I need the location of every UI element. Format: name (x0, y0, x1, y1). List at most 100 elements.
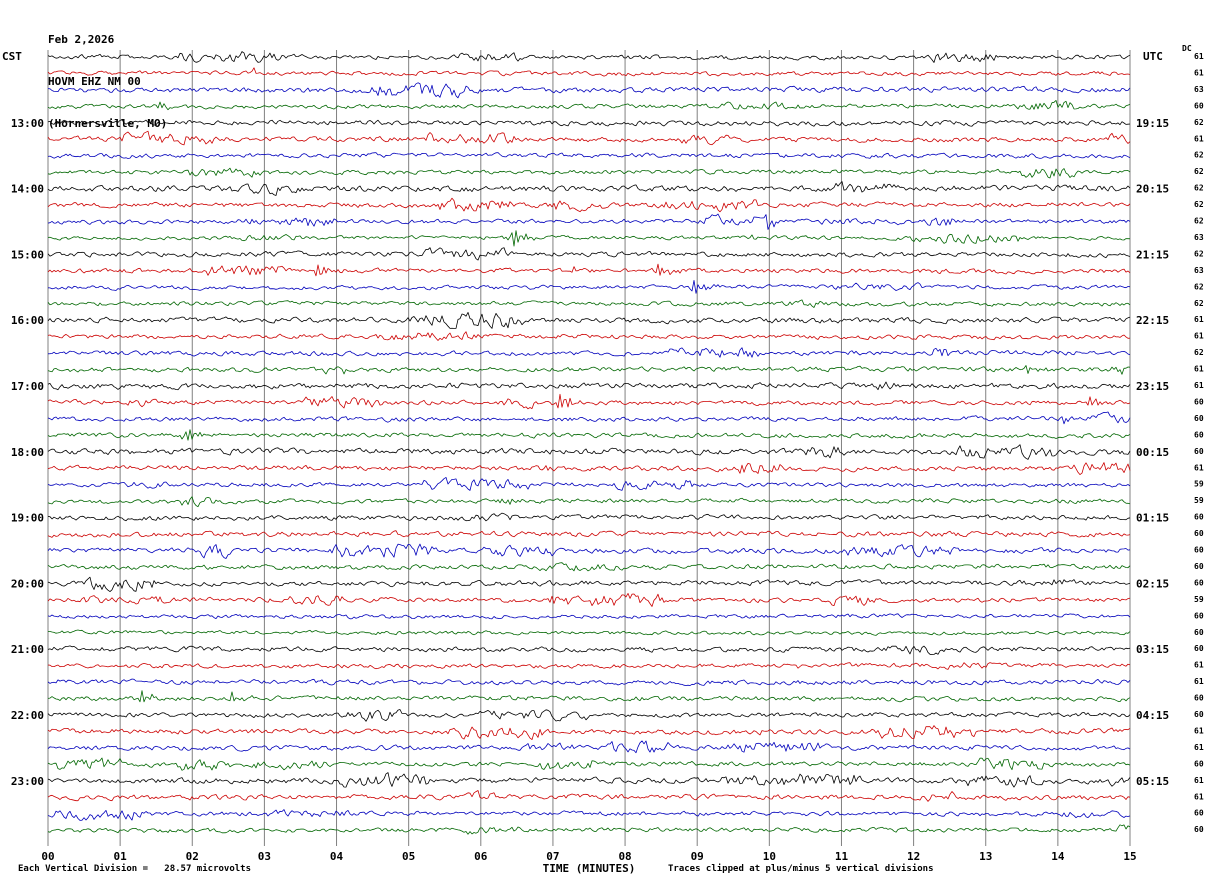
seismogram-trace-row-8 (47, 181, 1131, 196)
seismogram-trace-row-43 (47, 757, 1131, 771)
seismogram-trace-row-21 (47, 393, 1131, 410)
dc-value: 60 (1194, 447, 1204, 456)
seismogram-trace-row-44 (47, 772, 1131, 788)
seismogram-trace-row-37 (47, 662, 1131, 670)
x-tick-label: 05 (402, 850, 415, 863)
seismogram-trace-row-22 (47, 411, 1131, 425)
dc-value: 63 (1194, 85, 1204, 94)
dc-value: 62 (1194, 151, 1204, 160)
dc-value: 63 (1194, 233, 1204, 242)
dc-value: 60 (1194, 710, 1204, 719)
cst-hour-label: 16:00 (11, 314, 44, 327)
dc-value: 62 (1194, 167, 1204, 176)
seismogram-trace-row-23 (47, 429, 1131, 441)
seismogram-trace-row-11 (47, 230, 1131, 247)
cst-hour-label: 20:00 (11, 577, 44, 590)
x-tick-label: 00 (41, 850, 54, 863)
utc-hour-label: 03:15 (1136, 643, 1169, 656)
left-axis-label: CST (2, 50, 22, 63)
dc-value: 63 (1194, 266, 1204, 275)
dc-value: 60 (1194, 578, 1204, 587)
seismogram-trace-row-30 (47, 543, 1131, 559)
dc-value: 60 (1194, 611, 1204, 620)
dc-value: 60 (1194, 644, 1204, 653)
x-tick-label: 01 (114, 850, 128, 863)
dc-value: 60 (1194, 825, 1204, 834)
seismogram-trace-row-47 (47, 824, 1131, 835)
x-tick-label: 12 (907, 850, 920, 863)
dc-value: 60 (1194, 759, 1204, 768)
dc-value: 61 (1194, 792, 1204, 801)
dc-value: 60 (1194, 628, 1204, 637)
utc-hour-label: 04:15 (1136, 709, 1169, 722)
seismogram-trace-row-4 (47, 119, 1131, 127)
x-tick-label: 08 (618, 850, 631, 863)
seismogram-trace-row-45 (47, 790, 1131, 802)
seismogram-trace-row-1 (47, 67, 1131, 77)
seismogram-trace-row-27 (47, 496, 1131, 508)
dc-value: 61 (1194, 743, 1204, 752)
seismogram-trace-row-39 (47, 690, 1131, 703)
seismogram-trace-row-42 (47, 740, 1131, 754)
dc-value: 59 (1194, 496, 1204, 505)
utc-hour-label: 23:15 (1136, 380, 1169, 393)
header-station: HOVM EHZ NM 00 (48, 75, 141, 88)
dc-label: DC (1182, 44, 1192, 53)
seismogram-trace-row-32 (47, 576, 1131, 592)
seismogram-trace-row-6 (47, 152, 1131, 159)
cst-hour-label: 14:00 (11, 183, 44, 196)
dc-value: 59 (1194, 480, 1204, 489)
seismogram-trace-row-29 (47, 530, 1131, 538)
seismogram-trace-row-18 (47, 347, 1131, 358)
utc-hour-label: 00:15 (1136, 446, 1169, 459)
dc-value: 59 (1194, 595, 1204, 604)
seismogram-trace-row-26 (47, 477, 1131, 491)
seismogram-trace-row-46 (47, 809, 1131, 821)
dc-value: 61 (1194, 463, 1204, 472)
footer-note-division: Each Vertical Division = 28.57 microvolt… (18, 864, 251, 874)
utc-hour-label: 01:15 (1136, 512, 1169, 525)
footer-note-clipping: Traces clipped at plus/minus 5 vertical … (668, 864, 934, 874)
utc-hour-label: 05:15 (1136, 775, 1169, 788)
seismogram-trace-row-2 (47, 82, 1131, 99)
dc-value: 60 (1194, 546, 1204, 555)
seismogram-trace-row-41 (47, 725, 1131, 740)
seismogram-trace-row-15 (47, 299, 1131, 308)
dc-value: 61 (1194, 134, 1204, 143)
seismogram-trace-row-40 (47, 709, 1131, 722)
x-tick-label: 14 (1051, 850, 1065, 863)
cst-hour-label: 19:00 (11, 512, 44, 525)
dc-value: 62 (1194, 282, 1204, 291)
plot-header: Feb 2,2026 HOVM EHZ NM 00 (Hornersville,… (48, 5, 167, 159)
x-tick-label: 07 (546, 850, 559, 863)
x-tick-label: 10 (763, 850, 776, 863)
seismogram-trace-row-35 (47, 629, 1131, 636)
seismogram-trace-row-19 (47, 365, 1131, 375)
seismogram-trace-row-25 (47, 462, 1131, 475)
seismogram-trace-row-0 (47, 51, 1131, 63)
x-axis-title: TIME (MINUTES) (542, 862, 636, 875)
dc-value: 60 (1194, 529, 1204, 538)
seismogram-trace-row-31 (47, 562, 1131, 572)
utc-hour-label: 21:15 (1136, 248, 1169, 261)
utc-hour-label: 19:15 (1136, 117, 1169, 130)
x-tick-label: 09 (691, 850, 704, 863)
seismogram-trace-row-20 (47, 381, 1131, 391)
dc-value: 62 (1194, 200, 1204, 209)
dc-value: 60 (1194, 414, 1204, 423)
utc-hour-label: 02:15 (1136, 577, 1169, 590)
seismogram-trace-row-28 (47, 512, 1131, 522)
dc-value: 60 (1194, 562, 1204, 571)
cst-hour-label: 21:00 (11, 643, 44, 656)
seismogram-trace-row-24 (47, 444, 1131, 460)
cst-hour-label: 17:00 (11, 380, 44, 393)
dc-value: 60 (1194, 101, 1204, 110)
seismogram-trace-row-17 (47, 331, 1131, 341)
x-tick-label: 06 (474, 850, 488, 863)
utc-hour-label: 20:15 (1136, 183, 1169, 196)
dc-value: 61 (1194, 661, 1204, 670)
dc-value: 61 (1194, 69, 1204, 78)
cst-hour-label: 13:00 (11, 117, 44, 130)
seismogram-trace-row-12 (47, 247, 1131, 261)
dc-value: 61 (1194, 776, 1204, 785)
